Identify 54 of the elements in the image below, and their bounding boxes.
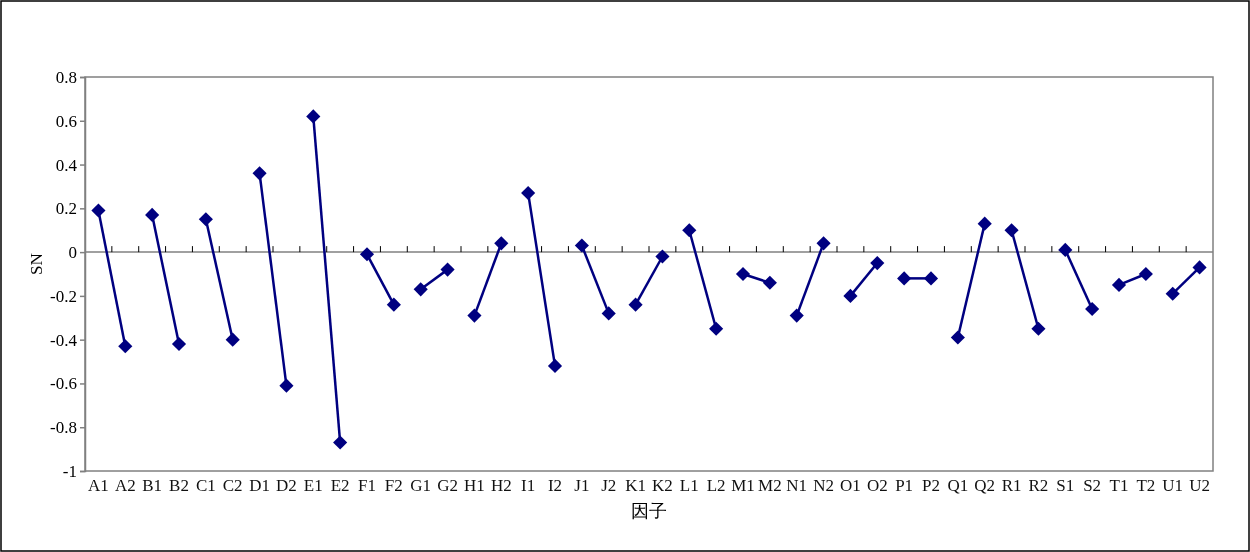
y-tick-label: 0.4	[55, 155, 78, 175]
x-tick-label: H2	[490, 476, 512, 495]
x-tick-label: S1	[1056, 476, 1075, 495]
x-axis-title: 因子	[631, 501, 667, 521]
x-tick-label: O2	[866, 476, 888, 495]
x-tick-label: P1	[895, 476, 914, 495]
x-tick-label: E1	[303, 476, 323, 495]
y-tick-label: 0	[68, 243, 77, 263]
x-tick-label: C1	[195, 476, 216, 495]
x-tick-label: P2	[922, 476, 940, 495]
x-tick-label: F2	[384, 476, 403, 495]
x-tick-label: K2	[652, 476, 673, 495]
x-tick-label: F1	[358, 476, 376, 495]
x-tick-label: B2	[169, 476, 189, 495]
x-tick-label: N1	[786, 476, 808, 495]
x-tick-label: S2	[1083, 476, 1102, 495]
x-tick-label: U2	[1189, 476, 1210, 495]
x-tick-label: G1	[410, 476, 432, 495]
y-tick-label: -0.4	[50, 330, 78, 350]
x-tick-label: T1	[1109, 476, 1129, 495]
x-tick-label: Q1	[947, 476, 969, 495]
y-tick-label: 0.2	[55, 199, 77, 219]
x-tick-label: E2	[330, 476, 350, 495]
x-tick-label: K1	[625, 476, 646, 495]
x-tick-label: B1	[142, 476, 163, 495]
y-tick-label: -0.2	[50, 286, 77, 306]
x-tick-label: O1	[840, 476, 861, 495]
x-tick-label: C2	[222, 476, 243, 495]
x-tick-label: R1	[1001, 476, 1022, 495]
x-tick-label: I1	[521, 476, 536, 495]
x-tick-label: D1	[249, 476, 270, 495]
x-tick-label: J2	[601, 476, 617, 495]
y-axis-title: SN	[27, 253, 46, 275]
x-tick-label: Q2	[974, 476, 996, 495]
x-tick-label: N2	[813, 476, 834, 495]
x-tick-label: I2	[547, 476, 563, 495]
x-tick-label: L1	[679, 476, 699, 495]
x-tick-label: A1	[88, 476, 109, 495]
x-tick-label: U1	[1162, 476, 1184, 495]
x-tick-label: L2	[706, 476, 726, 495]
x-tick-label: J1	[574, 476, 590, 495]
y-tick-label: 0.6	[55, 111, 77, 131]
x-tick-label: A2	[114, 476, 136, 495]
x-tick-label: M2	[758, 476, 782, 495]
y-tick-label: -0.8	[50, 418, 77, 438]
x-tick-label: G2	[437, 476, 458, 495]
x-tick-label: T2	[1136, 476, 1156, 495]
y-tick-label: -1	[62, 461, 77, 481]
y-tick-label: 0.8	[55, 67, 77, 87]
x-tick-label: R2	[1028, 476, 1049, 495]
x-tick-label: M1	[731, 476, 755, 495]
x-tick-label: D2	[276, 476, 297, 495]
y-tick-label: -0.6	[50, 374, 77, 394]
x-tick-label: H1	[464, 476, 485, 495]
